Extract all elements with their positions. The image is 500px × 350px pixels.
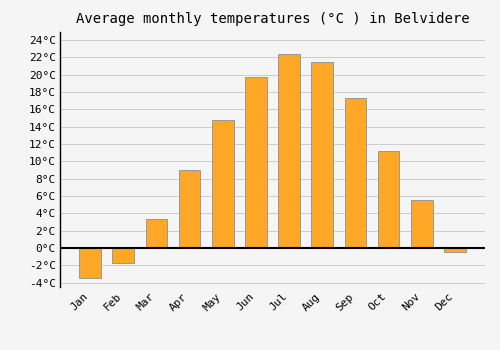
Bar xyxy=(112,248,134,263)
Bar xyxy=(212,120,234,248)
Title: Average monthly temperatures (°C ) in Belvidere: Average monthly temperatures (°C ) in Be… xyxy=(76,12,469,26)
Bar xyxy=(146,219,167,248)
Bar xyxy=(378,151,400,248)
Bar xyxy=(411,201,432,248)
Bar xyxy=(312,62,333,248)
Bar xyxy=(344,98,366,248)
Bar xyxy=(245,77,266,248)
Bar xyxy=(444,248,466,252)
Bar xyxy=(80,248,101,278)
Bar xyxy=(179,170,201,248)
Bar xyxy=(278,54,300,248)
